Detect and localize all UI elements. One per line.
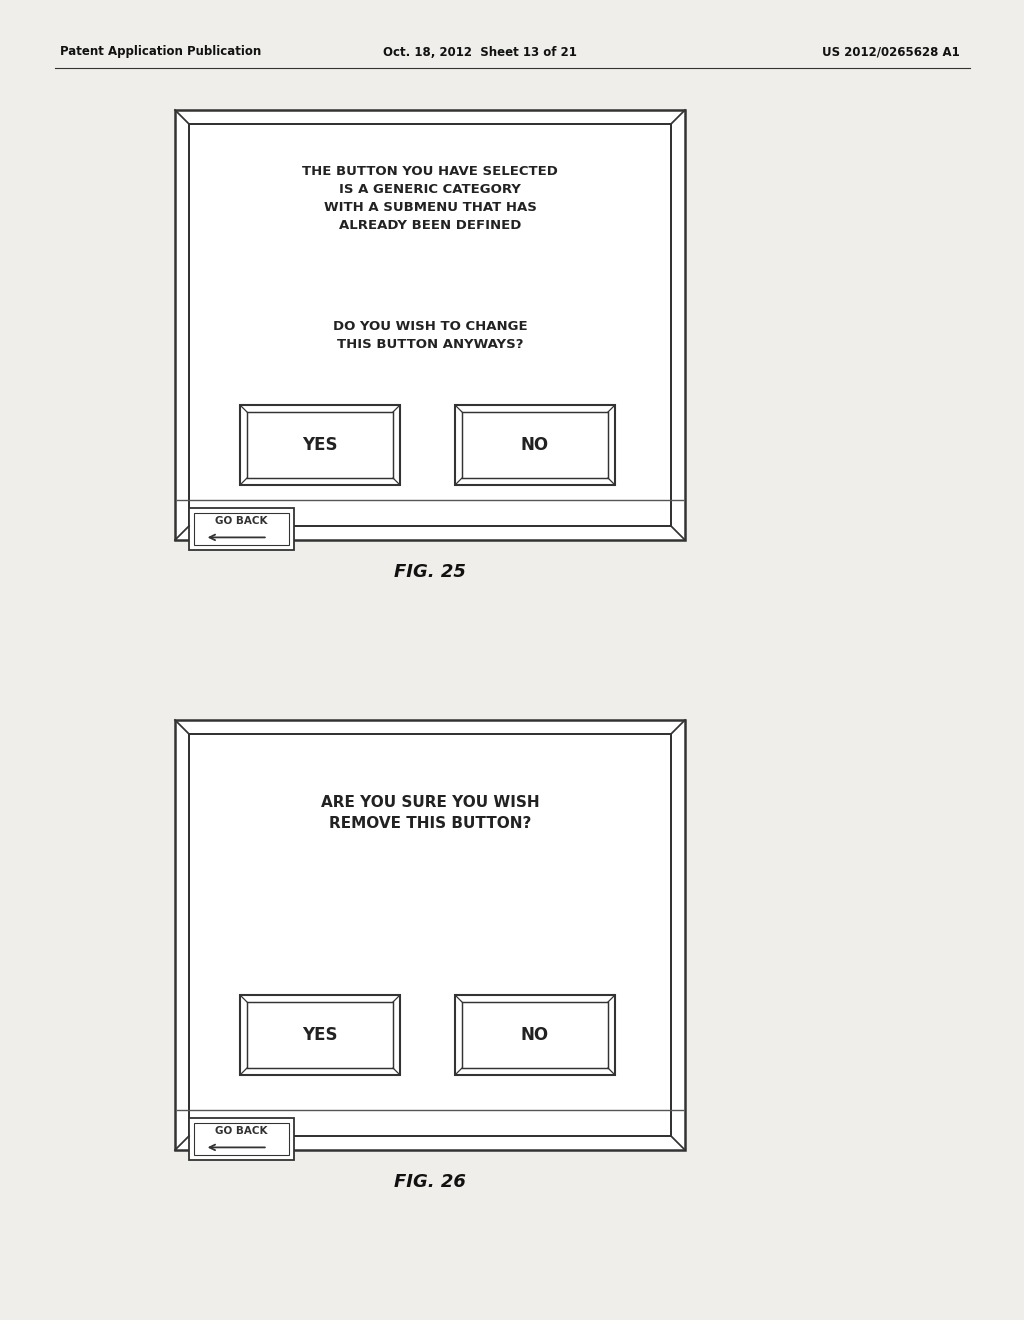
Text: Oct. 18, 2012  Sheet 13 of 21: Oct. 18, 2012 Sheet 13 of 21 [383,45,577,58]
Text: NO: NO [521,436,549,454]
Text: DO YOU WISH TO CHANGE
THIS BUTTON ANYWAYS?: DO YOU WISH TO CHANGE THIS BUTTON ANYWAY… [333,319,527,351]
Text: GO BACK: GO BACK [215,516,267,527]
Bar [462,412,608,478]
Bar [189,124,671,525]
Text: YES: YES [302,1026,338,1044]
Bar [175,719,685,1150]
Bar [194,513,289,545]
Bar [462,1002,608,1068]
Text: ARE YOU SURE YOU WISH
REMOVE THIS BUTTON?: ARE YOU SURE YOU WISH REMOVE THIS BUTTON… [321,795,540,832]
Text: YES: YES [302,436,338,454]
Text: NO: NO [521,1026,549,1044]
Bar [247,1002,393,1068]
Text: FIG. 25: FIG. 25 [394,564,466,581]
Bar [240,995,400,1074]
Bar [189,1118,294,1160]
Text: GO BACK: GO BACK [215,1126,267,1137]
Bar [455,405,615,484]
Bar [175,110,685,540]
Text: THE BUTTON YOU HAVE SELECTED
IS A GENERIC CATEGORY
WITH A SUBMENU THAT HAS
ALREA: THE BUTTON YOU HAVE SELECTED IS A GENERI… [302,165,558,232]
Bar [455,995,615,1074]
Bar [194,1123,289,1155]
Text: FIG. 26: FIG. 26 [394,1173,466,1191]
Bar [240,405,400,484]
Bar [247,412,393,478]
Bar [189,508,294,550]
Text: US 2012/0265628 A1: US 2012/0265628 A1 [822,45,961,58]
Bar [189,734,671,1137]
Text: Patent Application Publication: Patent Application Publication [60,45,261,58]
